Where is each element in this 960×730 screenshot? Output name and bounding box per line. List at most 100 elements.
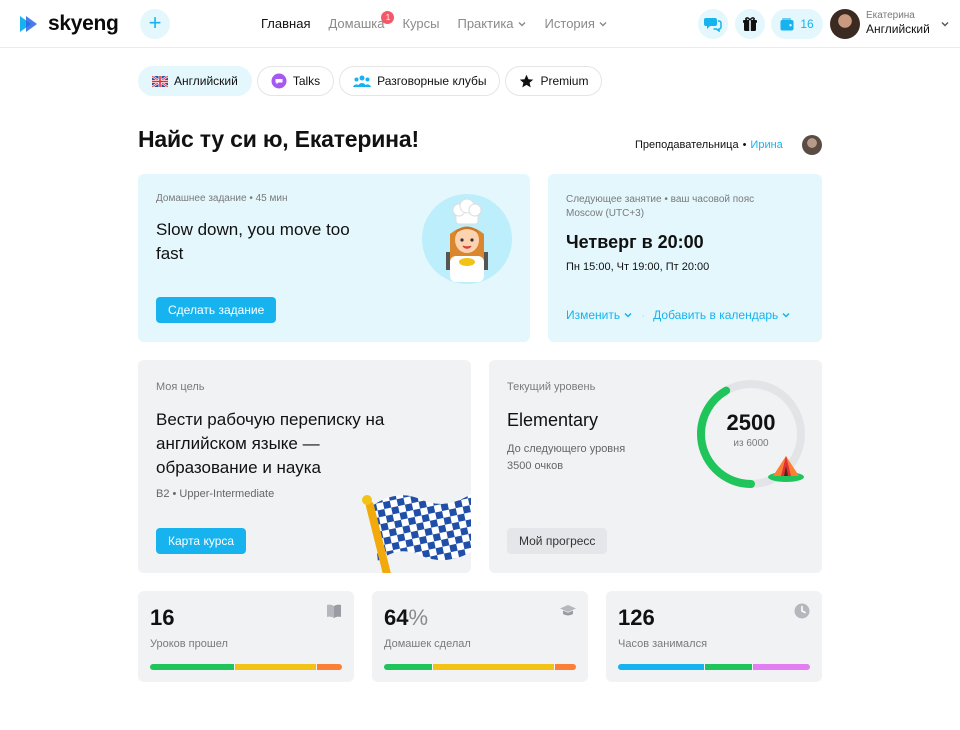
tab-premium[interactable]: Premium xyxy=(505,66,603,96)
next-lesson-time: Четверг в 20:00 xyxy=(566,232,704,252)
tab-speaking-clubs-label: Разговорные клубы xyxy=(377,74,487,88)
main-nav: Главная Домашка 1 Курсы Практика История xyxy=(261,11,608,31)
nav-practice-label: Практика xyxy=(457,16,514,31)
do-homework-button[interactable]: Сделать задание xyxy=(156,297,277,323)
tab-speaking-clubs[interactable]: Разговорные клубы xyxy=(339,66,501,96)
stat-progress-bar xyxy=(150,664,342,670)
goal-title: Вести рабочую переписку на английском яз… xyxy=(156,410,385,477)
wallet-button[interactable]: 16 xyxy=(771,9,823,39)
stat-value-number: 64 xyxy=(384,605,409,630)
uk-flag-icon xyxy=(152,75,168,87)
teacher-separator: • xyxy=(742,139,747,151)
goal-level: B2 • Upper-Intermediate xyxy=(156,488,275,500)
add-to-calendar-label: Добавить в календарь xyxy=(653,308,779,322)
next-lesson-card: Следующее занятие • ваш часовой пояс Mos… xyxy=(548,174,822,342)
stat-value-number: 16 xyxy=(150,605,175,630)
page-title: Найс ту си ю, Екатерина! xyxy=(138,126,419,152)
chevron-down-icon xyxy=(782,312,790,318)
wallet-count: 16 xyxy=(800,17,814,31)
teacher-info[interactable]: Преподавательница • Ирина xyxy=(635,139,783,151)
plus-icon: + xyxy=(148,10,162,35)
change-link[interactable]: Изменить xyxy=(566,308,633,322)
homework-badge: 1 xyxy=(381,11,395,24)
tab-english-label: Английский xyxy=(174,74,238,88)
my-progress-button[interactable]: Мой прогресс xyxy=(507,528,608,554)
nav-homework[interactable]: Домашка 1 xyxy=(328,11,395,31)
gift-button[interactable] xyxy=(735,9,765,39)
add-to-calendar-link[interactable]: Добавить в календарь xyxy=(653,308,791,322)
goal-card: Моя цель Вести рабочую переписку на англ… xyxy=(138,360,471,573)
cap-icon xyxy=(560,605,576,616)
change-link-label: Изменить xyxy=(566,308,621,322)
level-points-max: из 6000 xyxy=(733,438,769,449)
logo-text: skyeng xyxy=(48,12,119,35)
stat-progress-bar xyxy=(618,664,810,670)
tent-icon xyxy=(768,456,804,482)
teacher-avatar[interactable] xyxy=(802,135,822,155)
nav-home[interactable]: Главная xyxy=(261,16,310,31)
nav-home-label: Главная xyxy=(261,16,311,31)
homework-label: Домашнее задание • 45 мин xyxy=(156,193,288,204)
plus-button[interactable]: + xyxy=(140,9,170,39)
teacher-role: Преподавательница xyxy=(635,139,739,151)
stat-bar-segment xyxy=(618,664,704,670)
top-bar: skyeng + Главная Домашка 1 Курсы Практик… xyxy=(0,0,960,48)
user-course[interactable]: Английский xyxy=(866,22,930,36)
homework-title: Slow down, you move too fast xyxy=(156,220,350,263)
stat-bar-segment xyxy=(317,664,342,670)
stat-value: 126 xyxy=(618,605,655,631)
chevron-down-icon[interactable] xyxy=(940,19,950,29)
stat-bar-segment xyxy=(753,664,810,670)
link-separator: · xyxy=(641,308,646,322)
level-title: Elementary xyxy=(507,410,599,430)
level-points: 2500 xyxy=(726,410,776,435)
stat-card-hours: 126 Часов занимался xyxy=(606,591,822,682)
stat-progress-bar xyxy=(384,664,576,670)
course-map-button[interactable]: Карта курса xyxy=(156,528,247,554)
user-name[interactable]: Екатерина xyxy=(866,10,915,21)
chevron-down-icon xyxy=(599,21,607,26)
level-next-line1: До следующего уровня xyxy=(507,443,626,455)
stat-label: Часов занимался xyxy=(618,638,708,650)
nav-courses-label: Курсы xyxy=(402,16,440,31)
level-gauge: 2500 из 6000 xyxy=(693,376,809,492)
stat-value: 64% xyxy=(384,605,428,631)
teacher-name[interactable]: Ирина xyxy=(750,139,783,151)
level-card: Текущий уровень Elementary До следующего… xyxy=(489,360,822,573)
talks-bubble-icon xyxy=(271,73,287,89)
nav-practice[interactable]: Практика xyxy=(457,16,526,31)
course-tabs: Английский Talks Разговорные клубы Premi… xyxy=(138,66,603,96)
stat-bar-segment xyxy=(150,664,234,670)
nav-history-label: История xyxy=(544,16,595,31)
stat-bar-segment xyxy=(555,664,576,670)
logo[interactable]: skyeng xyxy=(18,12,119,36)
checkered-flag-icon xyxy=(362,494,471,573)
star-icon xyxy=(520,74,534,87)
stat-bar-segment xyxy=(234,664,317,670)
stat-bar-segment xyxy=(384,664,432,670)
stat-card-homework: 64% Домашек сделал xyxy=(372,591,588,682)
avatar[interactable] xyxy=(830,9,860,39)
tab-talks-label: Talks xyxy=(292,74,321,88)
stat-value-suffix: % xyxy=(408,605,429,630)
tab-talks[interactable]: Talks xyxy=(256,66,335,96)
people-icon xyxy=(353,75,372,87)
nav-history[interactable]: История xyxy=(545,16,608,31)
logo-mark-icon xyxy=(20,16,37,32)
gift-icon xyxy=(743,17,757,31)
lesson-schedule: Пн 15:00, Чт 19:00, Пт 20:00 xyxy=(566,261,710,273)
book-icon xyxy=(327,604,341,618)
tab-english[interactable]: Английский xyxy=(138,66,252,96)
stat-label: Уроков прошел xyxy=(150,638,228,650)
stat-bar-segment xyxy=(432,664,555,670)
chevron-down-icon xyxy=(518,21,526,26)
level-label: Текущий уровень xyxy=(507,381,596,393)
goal-label: Моя цель xyxy=(156,381,205,393)
tab-premium-label: Premium xyxy=(540,74,589,88)
level-next-line2: 3500 очков xyxy=(507,460,564,472)
chevron-down-icon xyxy=(624,312,632,318)
homework-card[interactable]: Домашнее задание • 45 мин Slow down, you… xyxy=(138,174,530,342)
nav-courses[interactable]: Курсы xyxy=(402,16,439,31)
chef-girl-illustration xyxy=(422,194,512,284)
chat-button[interactable] xyxy=(698,9,728,39)
